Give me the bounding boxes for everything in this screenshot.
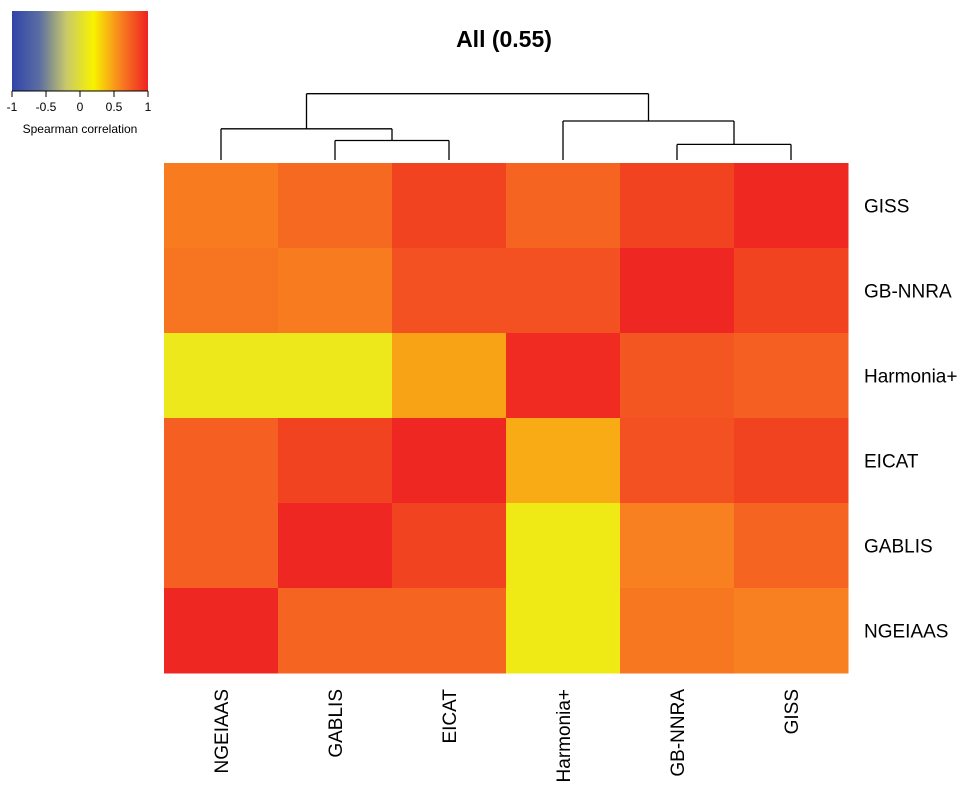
heatmap-cell: [506, 248, 621, 334]
heatmap-cell: [278, 418, 393, 504]
heatmap-cell: [278, 588, 393, 674]
heatmap-cell: [164, 163, 279, 249]
heatmap-cell: [734, 418, 849, 504]
legend-tick-label: 0: [77, 100, 84, 114]
heatmap-cell: [164, 333, 279, 419]
chart-title: All (0.55): [456, 26, 552, 52]
heatmap-cell: [278, 503, 393, 589]
heatmap-cell: [506, 333, 621, 419]
column-dendrogram: [220, 93, 792, 160]
legend-tick-label: -1: [7, 100, 18, 114]
heatmap-cell: [392, 418, 507, 504]
heatmap-cell: [734, 163, 849, 249]
heatmap-cell: [164, 503, 279, 589]
heatmap-cell: [506, 163, 621, 249]
column-label: GISS: [782, 689, 803, 734]
row-label: GB-NNRA: [864, 282, 952, 303]
heatmap-cell: [620, 163, 735, 249]
row-label: EICAT: [864, 452, 919, 473]
heatmap-cell: [620, 418, 735, 504]
heatmap-cell: [164, 418, 279, 504]
heatmap-cell: [620, 248, 735, 334]
heatmap-cell: [164, 588, 279, 674]
heatmap-cell: [734, 588, 849, 674]
heatmap-cell: [620, 503, 735, 589]
column-label: EICAT: [440, 689, 461, 744]
heatmap-cell: [164, 248, 279, 334]
heatmap-cells: [164, 163, 849, 674]
column-label: Harmonia+: [554, 689, 575, 782]
heatmap-cell: [734, 248, 849, 334]
heatmap-cell: [278, 333, 393, 419]
legend-title: Spearman correlation: [23, 122, 138, 136]
heatmap-cell: [620, 588, 735, 674]
color-legend: -1 -0.5 0 0.5 1 Spearman correlation: [7, 11, 152, 136]
heatmap-cell: [392, 588, 507, 674]
heatmap-cell: [392, 163, 507, 249]
legend-color-bar: [12, 11, 148, 91]
column-label: GABLIS: [326, 689, 347, 758]
heatmap-cell: [620, 333, 735, 419]
legend-tick-label: 1: [145, 100, 152, 114]
column-label: NGEIAAS: [212, 689, 233, 773]
heatmap-cell: [278, 248, 393, 334]
column-label: GB-NNRA: [668, 689, 689, 777]
row-label: GISS: [864, 197, 909, 218]
row-labels: GISS GB-NNRA Harmonia+ EICAT GABLIS NGEIAAS: [864, 197, 957, 643]
heatmap-cell: [506, 418, 621, 504]
legend-ticks: -1 -0.5 0 0.5 1: [7, 91, 152, 114]
legend-tick-label: 0.5: [106, 100, 123, 114]
heatmap-cell: [392, 248, 507, 334]
heatmap-cell: [734, 333, 849, 419]
heatmap-cell: [278, 163, 393, 249]
heatmap-cell: [506, 588, 621, 674]
heatmap-cell: [506, 503, 621, 589]
legend-tick-label: -0.5: [36, 100, 57, 114]
column-labels: NGEIAAS GABLIS EICAT Harmonia+ GB-NNRA GISS: [212, 689, 803, 783]
row-label: NGEIAAS: [864, 622, 948, 643]
heatmap-cell: [392, 503, 507, 589]
row-label: Harmonia+: [864, 367, 957, 388]
row-label: GABLIS: [864, 537, 933, 558]
heatmap-cell: [392, 333, 507, 419]
heatmap-cell: [734, 503, 849, 589]
